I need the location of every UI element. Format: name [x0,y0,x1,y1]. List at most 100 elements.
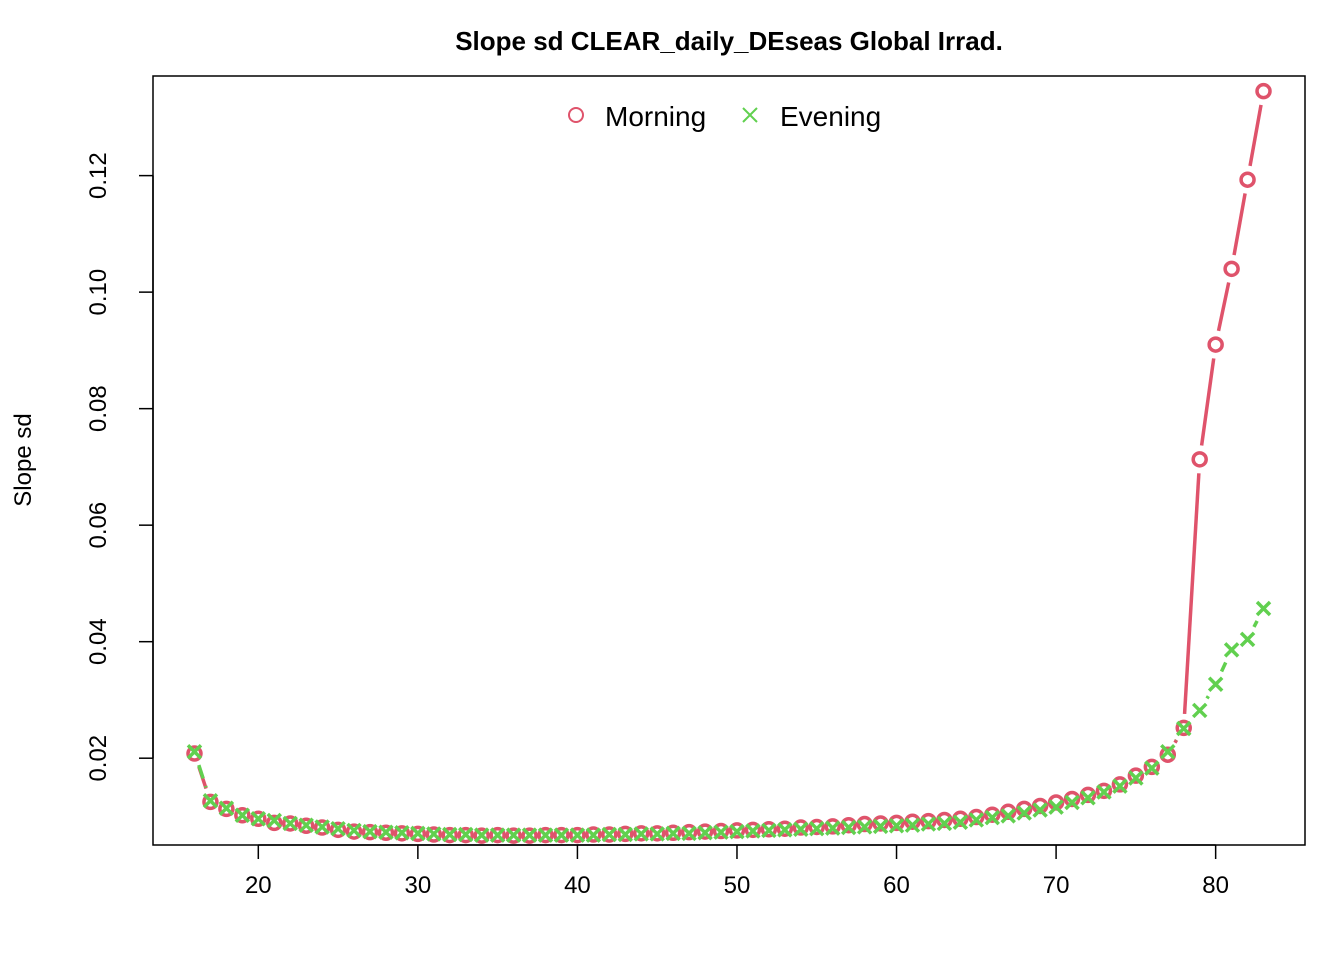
data-point-morning [952,810,969,828]
series-evening-segment [1219,661,1228,673]
data-point-evening [1016,805,1032,821]
data-point-morning [281,815,299,832]
data-point-morning [840,816,857,834]
data-point-morning [984,806,1001,823]
data-point-evening [457,826,474,843]
y-axis: 0.02 0.04 0.06 0.08 0.10 0.12 [85,152,154,782]
series-morning-segment [1199,358,1216,446]
data-point-evening [426,826,442,842]
data-point-evening [1255,600,1272,617]
series-morning-segment [1182,473,1201,715]
x-tick-label: 40 [564,872,591,899]
data-point-evening [968,812,985,828]
data-point-evening [824,820,841,836]
data-point-evening [1112,778,1128,794]
data-point-evening [1096,784,1112,800]
data-point-morning [218,800,235,818]
legend-marker-morning-icon [568,107,584,123]
data-point-morning [266,814,283,832]
data-point-morning [712,822,730,840]
data-point-morning [1079,786,1097,804]
data-point-morning [409,825,427,843]
data-point-morning [888,814,905,832]
data-point-evening [1176,720,1192,737]
data-point-morning [664,824,682,842]
data-point-evening [713,824,729,840]
data-point-evening [521,827,538,843]
data-point-morning [904,813,921,830]
data-point-morning [505,827,522,844]
data-point-morning [425,826,443,843]
data-point-evening [218,800,235,817]
data-point-morning [1175,719,1192,737]
data-point-morning [760,821,778,838]
data-point-evening [1191,702,1208,719]
data-point-morning [585,826,602,843]
x-tick-label: 80 [1202,872,1229,899]
data-point-evening [410,825,426,842]
data-point-morning [968,808,985,826]
data-point-morning [1159,746,1177,763]
data-point-morning [1239,171,1256,188]
data-point-evening [952,814,969,831]
data-point-morning [728,822,746,839]
data-point-evening [266,812,283,829]
data-point-evening [697,825,713,841]
series-evening-segment [1252,620,1259,628]
data-point-evening [840,819,857,836]
data-point-evening [505,827,522,843]
data-point-evening [537,827,554,843]
data-point-morning [329,821,347,839]
data-point-evening [282,815,298,832]
y-tick-label: 0.08 [85,385,112,432]
data-point-morning [297,817,315,835]
data-point-morning [457,826,474,844]
data-point-evening [473,827,490,843]
series-layer [186,82,1272,844]
x-tick-label: 70 [1043,872,1070,899]
series-morning-segment [1232,193,1247,256]
data-point-morning [1095,782,1113,800]
data-point-morning [808,818,826,836]
y-axis-label: Slope sd [10,413,37,506]
series-morning-line [197,104,1263,790]
legend-item-evening: Evening [742,101,881,132]
data-point-morning [393,825,411,842]
data-point-evening [777,822,793,838]
data-point-evening [234,807,251,824]
data-point-morning [441,826,459,844]
data-point-morning [234,807,251,824]
data-point-evening [186,744,203,760]
data-point-evening [346,822,362,839]
y-tick-label: 0.02 [85,735,112,782]
y-tick-label: 0.10 [85,269,112,316]
data-point-evening [1080,790,1096,806]
data-point-morning [632,825,650,842]
data-point-evening [1207,676,1224,692]
data-point-evening [793,821,809,838]
data-point-evening [888,818,905,834]
data-point-evening [378,824,394,840]
data-point-evening [920,816,937,832]
data-point-morning [537,826,554,844]
data-point-evening [394,825,410,841]
data-point-evening [298,817,314,833]
data-point-morning [1111,776,1129,793]
y-tick-label: 0.12 [85,152,112,199]
data-point-morning [569,826,586,844]
data-point-evening [250,811,267,827]
data-point-evening [362,823,378,840]
data-point-morning [601,826,618,843]
data-point-evening [1160,744,1176,760]
data-point-evening [202,792,219,809]
legend-label-morning: Morning [605,101,706,132]
series-morning-segment [1248,104,1263,167]
series-evening [186,600,1272,843]
data-point-evening [489,827,506,843]
x-tick-label: 50 [724,872,751,899]
data-point-morning [936,811,953,829]
legend-marker-evening-icon [742,107,758,123]
data-point-morning [680,823,698,841]
data-point-morning [345,823,363,840]
